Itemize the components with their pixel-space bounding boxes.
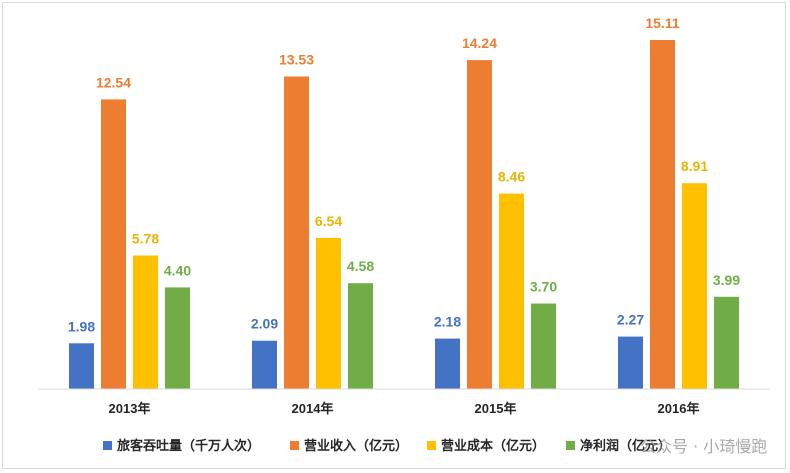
bar-2014年-series-0 <box>252 340 277 389</box>
data-label-2016年-series-0: 2.27 <box>617 312 644 328</box>
data-label-2015年-series-2: 8.46 <box>498 169 525 185</box>
bar-2013年-series-0 <box>69 343 94 389</box>
data-label-2013年-series-0: 1.98 <box>68 318 95 334</box>
legend-label-2: 营业成本（亿元） <box>441 438 545 454</box>
data-label-2014年-series-2: 6.54 <box>315 213 342 229</box>
legend-swatch-1 <box>290 441 299 450</box>
data-label-2014年-series-0: 2.09 <box>251 316 278 332</box>
data-label-2015年-series-3: 3.70 <box>530 279 557 295</box>
bar-2016年-series-3 <box>714 296 739 389</box>
data-label-2014年-series-1: 13.53 <box>279 52 314 68</box>
category-label: 2015年 <box>475 401 517 416</box>
bar-2014年-series-3 <box>348 283 373 389</box>
legend-label-0: 旅客吞吐量（千万人次） <box>117 438 260 454</box>
legend-label-3: 净利润（亿元） <box>580 438 671 454</box>
data-label-2016年-series-1: 15.11 <box>645 15 679 31</box>
data-label-2013年-series-1: 12.54 <box>96 74 131 90</box>
legend-swatch-3 <box>566 441 575 450</box>
bar-2015年-series-3 <box>531 303 556 389</box>
category-label: 2016年 <box>658 401 700 416</box>
bar-2015年-series-0 <box>435 338 460 389</box>
legend: 旅客吞吐量（千万人次） 营业收入（亿元） 营业成本（亿元） 净利润（亿元） <box>103 438 671 454</box>
bar-2013年-series-3 <box>165 287 190 389</box>
data-label-2014年-series-3: 4.58 <box>347 258 374 274</box>
category-label: 2014年 <box>292 401 334 416</box>
bar-2015年-series-1 <box>467 60 492 389</box>
bar-2016年-series-2 <box>682 183 707 389</box>
watermark-text: 公众号 · 小琦慢跑 <box>640 437 767 456</box>
bar-2014年-series-1 <box>284 76 309 389</box>
legend-swatch-0 <box>103 441 112 450</box>
value-labels-layer: 1.98 12.54 5.78 4.40 2.09 13.53 6.54 4.58 2.18 14… <box>68 15 740 334</box>
category-label: 2013年 <box>109 401 151 416</box>
data-label-2015年-series-0: 2.18 <box>434 314 461 330</box>
bar-2013年-series-1 <box>101 99 126 390</box>
category-labels-layer: 2013年 2014年 2015年 2016年 <box>109 401 700 416</box>
data-label-2016年-series-2: 8.91 <box>681 158 708 174</box>
bars-layer <box>69 40 739 390</box>
chart-frame <box>2 2 786 469</box>
data-label-2016年-series-3: 3.99 <box>713 272 740 288</box>
data-label-2013年-series-3: 4.40 <box>164 262 191 278</box>
bar-2013年-series-2 <box>133 255 158 389</box>
bar-2016年-series-1 <box>650 40 675 389</box>
legend-label-1: 营业收入（亿元） <box>304 438 408 454</box>
data-label-2013年-series-2: 5.78 <box>132 231 159 247</box>
data-label-2015年-series-1: 14.24 <box>462 35 497 51</box>
bar-2014年-series-2 <box>316 237 341 389</box>
bar-2015年-series-2 <box>499 193 524 389</box>
legend-swatch-2 <box>427 441 436 450</box>
bar-2016年-series-0 <box>618 336 643 389</box>
